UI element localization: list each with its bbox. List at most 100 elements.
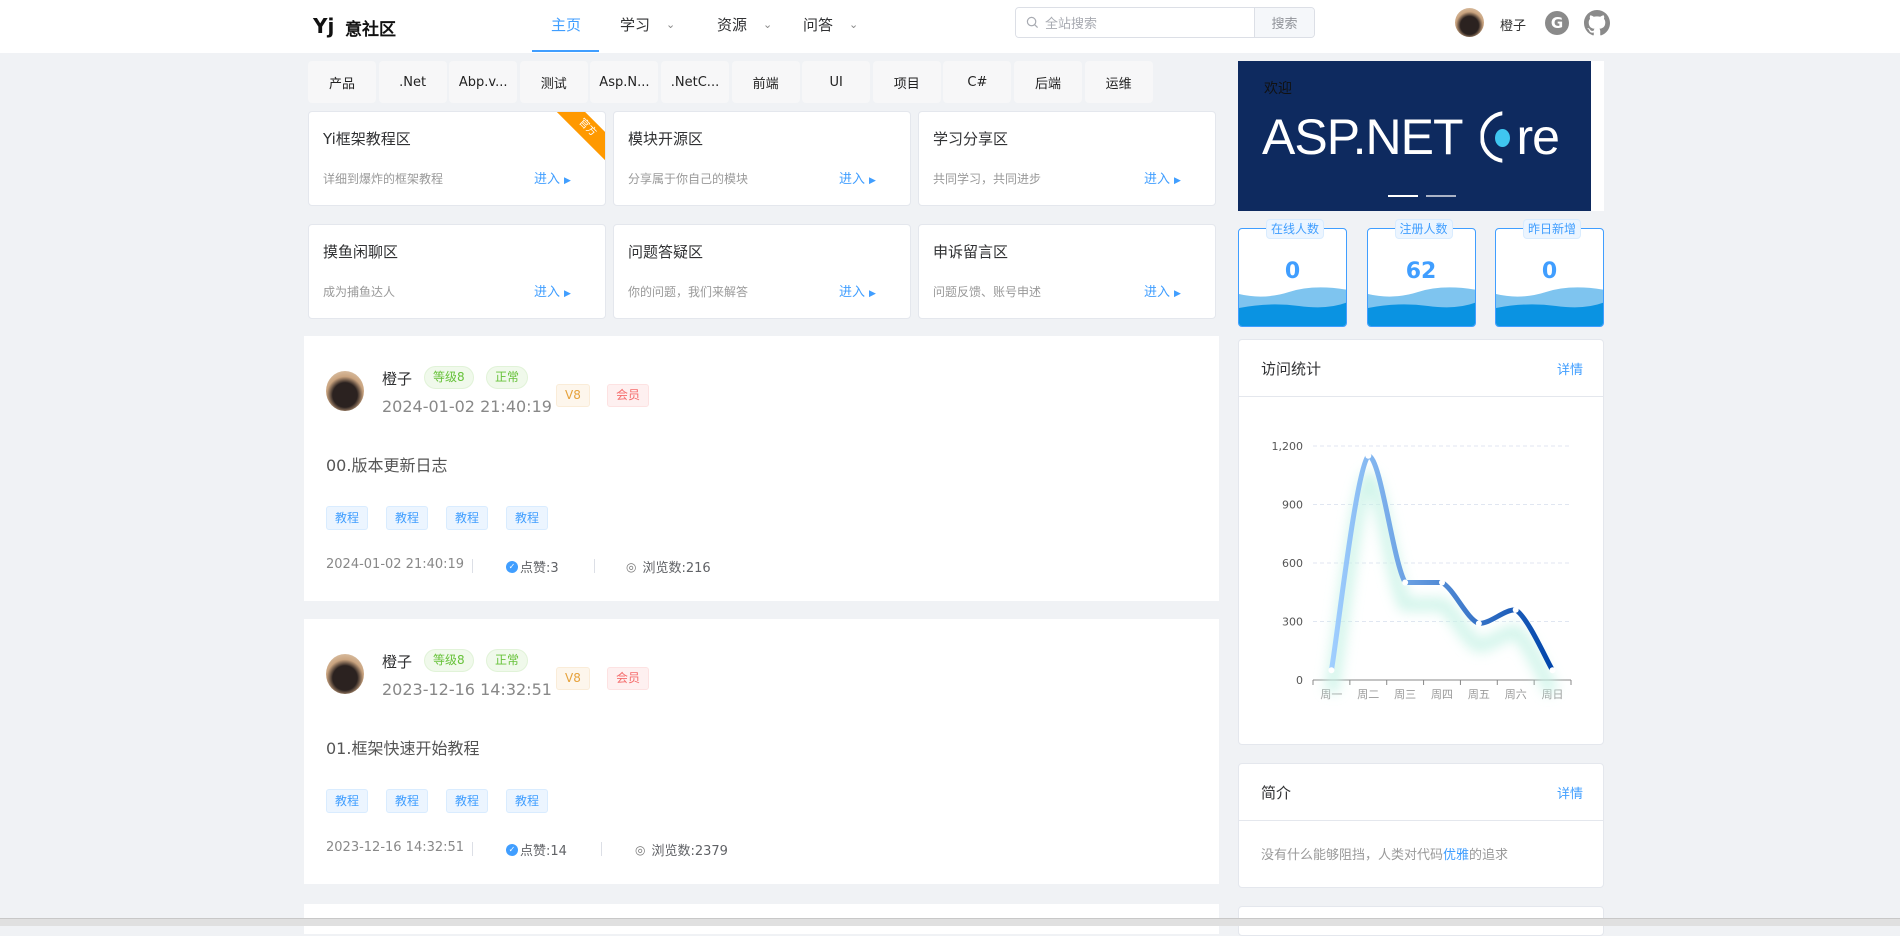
- zone-enter-link[interactable]: 进入 ▶: [839, 281, 876, 300]
- zone-title: 摸鱼闲聊区: [323, 243, 399, 261]
- post-tag[interactable]: 教程: [446, 506, 489, 530]
- category-chip[interactable]: Asp.N...: [590, 61, 659, 103]
- zone-enter-link[interactable]: 进入 ▶: [534, 168, 571, 187]
- caret-right-icon: ▶: [869, 289, 876, 299]
- post-tag[interactable]: 教程: [326, 506, 369, 530]
- logo-text-left: ASP.NET: [1262, 109, 1475, 165]
- zone-card[interactable]: 申诉留言区 问题反馈、账号申述 进入 ▶: [918, 224, 1216, 319]
- y-tick-label: 900: [1282, 499, 1303, 512]
- logo-text-right: re: [1516, 109, 1559, 165]
- post-card[interactable]: 橙子 等级8 正常 2024-01-02 21:40:19 V8 会员 00.版本更新日志教…: [304, 336, 1219, 601]
- zone-card[interactable]: 摸鱼闲聊区 成为捕鱼达人 进入 ▶: [308, 224, 606, 319]
- stat-label: 昨日新增: [1523, 219, 1582, 239]
- stat-box: 0: [1495, 228, 1604, 327]
- category-chip[interactable]: 运维: [1084, 61, 1153, 103]
- data-point: [1512, 606, 1519, 613]
- carousel-indicator-2[interactable]: [1426, 195, 1456, 197]
- post-tag[interactable]: 教程: [326, 789, 369, 813]
- zone-enter-link[interactable]: 进入 ▶: [1144, 281, 1181, 300]
- logo-icon[interactable]: Yj: [313, 14, 335, 38]
- visit-stats-more-link[interactable]: 详情: [1556, 363, 1583, 378]
- visit-stats-card: 访问统计 详情 0 300 600 900 1,200 周一 周二 周三 周四 周五 周六 周日: [1238, 339, 1604, 745]
- zone-enter-label: 进入: [1144, 285, 1171, 300]
- zone-enter-label: 进入: [839, 172, 866, 187]
- eye-icon: ◎: [635, 842, 646, 857]
- category-chip[interactable]: 前端: [731, 61, 800, 103]
- nav-learn[interactable]: 学习 ⌄: [620, 14, 675, 35]
- author-avatar[interactable]: [326, 371, 364, 411]
- category-chip[interactable]: UI: [802, 61, 871, 103]
- intro-card: 简介 详情 没有什么能够阻挡，人类对代码优雅的追求: [1238, 763, 1604, 888]
- post-tag[interactable]: 教程: [386, 506, 429, 530]
- banner-slide[interactable]: 欢迎 ASP.NET re: [1238, 61, 1591, 211]
- search-icon: [1026, 16, 1039, 29]
- post-time: 2024-01-02 21:40:19: [382, 397, 552, 416]
- post-card[interactable]: 橙子 等级8 正常 2023-12-16 14:32:51 V8 会员 01.框架快速开始教…: [304, 619, 1219, 884]
- like-count[interactable]: ✓ 点赞:14: [506, 840, 567, 859]
- author-name[interactable]: 橙子: [382, 370, 413, 388]
- view-count: ◎ 浏览数:2379: [635, 840, 728, 860]
- nav-resources-label: 资源: [717, 16, 748, 34]
- data-point: [1475, 620, 1482, 627]
- y-tick-label: 1,200: [1272, 440, 1304, 453]
- user-name[interactable]: 橙子: [1500, 19, 1527, 34]
- view-count: ◎ 浏览数:216: [626, 557, 711, 577]
- author-avatar[interactable]: [326, 654, 364, 694]
- horizontal-scrollbar[interactable]: [0, 918, 1900, 926]
- zone-description: 问题反馈、账号申述: [933, 285, 1042, 299]
- zone-enter-label: 进入: [1144, 172, 1171, 187]
- nav-home[interactable]: 主页: [551, 14, 581, 35]
- zone-description: 共同学习，共同进步: [933, 172, 1042, 186]
- nav-resources[interactable]: 资源 ⌄: [717, 14, 772, 35]
- data-point: [1328, 667, 1335, 674]
- nav-qa[interactable]: 问答 ⌄: [803, 14, 858, 35]
- category-chip[interactable]: C#: [943, 61, 1012, 103]
- intro-more-link[interactable]: 详情: [1556, 787, 1583, 802]
- post-title[interactable]: 00.版本更新日志: [326, 456, 448, 475]
- post-title[interactable]: 01.框架快速开始教程: [326, 739, 480, 758]
- gitee-icon[interactable]: G: [1545, 11, 1569, 35]
- stat-value: 0: [1541, 259, 1558, 284]
- post-tag[interactable]: 教程: [446, 789, 489, 813]
- x-tick-label: 周五: [1468, 688, 1490, 701]
- category-chip[interactable]: 测试: [519, 61, 588, 103]
- site-name[interactable]: 意社区: [345, 20, 396, 40]
- intro-title: 简介: [1261, 784, 1292, 802]
- category-chip[interactable]: .Net: [378, 61, 447, 103]
- aspnet-core-logo: ASP.NET re: [1262, 107, 1560, 167]
- data-point: [1549, 667, 1556, 674]
- zone-card[interactable]: 问题答疑区 你的问题，我们来解答 进入 ▶: [613, 224, 911, 319]
- banner-carousel[interactable]: 欢迎 ASP.NET re: [1238, 61, 1604, 211]
- like-count[interactable]: ✓ 点赞:3: [506, 557, 559, 576]
- stat-box: 0: [1238, 228, 1347, 327]
- post-footer-time: 2024-01-02 21:40:19: [326, 557, 465, 572]
- like-label: 点赞:3: [520, 561, 559, 576]
- post-tag[interactable]: 教程: [506, 506, 549, 530]
- carousel-indicator-1[interactable]: [1388, 195, 1418, 197]
- zone-enter-link[interactable]: 进入 ▶: [534, 281, 571, 300]
- zone-card[interactable]: 学习分享区 共同学习，共同进步 进入 ▶: [918, 111, 1216, 206]
- zone-card[interactable]: 模块开源区 分享属于你自己的模块 进入 ▶: [613, 111, 911, 206]
- post-tag[interactable]: 教程: [386, 789, 429, 813]
- category-chip[interactable]: 后端: [1014, 61, 1082, 103]
- category-chip[interactable]: 产品: [308, 61, 376, 103]
- search-input[interactable]: 全站搜索: [1016, 8, 1254, 37]
- zone-enter-link[interactable]: 进入 ▶: [1144, 168, 1181, 187]
- category-chip[interactable]: Abp.v...: [449, 61, 518, 103]
- zone-enter-link[interactable]: 进入 ▶: [839, 168, 876, 187]
- post-tag[interactable]: 教程: [506, 789, 549, 813]
- x-tick-label: 周四: [1431, 688, 1453, 701]
- github-icon[interactable]: [1584, 10, 1610, 36]
- check-circle-icon: ✓: [506, 843, 518, 856]
- category-chip[interactable]: .NetC...: [661, 61, 729, 103]
- top-navbar: Yj 意社区 主页 学习 ⌄ 资源 ⌄ 问答 ⌄ 全站搜索 搜索 橙子 G: [0, 0, 1900, 53]
- vip-level-badge: V8: [556, 384, 590, 407]
- author-name[interactable]: 橙子: [382, 653, 413, 671]
- category-chip[interactable]: 项目: [872, 61, 941, 103]
- intro-highlight: 优雅: [1443, 848, 1470, 863]
- search-button[interactable]: 搜索: [1254, 8, 1314, 37]
- divider: [472, 559, 473, 573]
- zone-card[interactable]: Yi框架教程区 详细到爆炸的框架教程 进入 ▶ 官方: [308, 111, 606, 206]
- user-avatar[interactable]: [1455, 8, 1484, 37]
